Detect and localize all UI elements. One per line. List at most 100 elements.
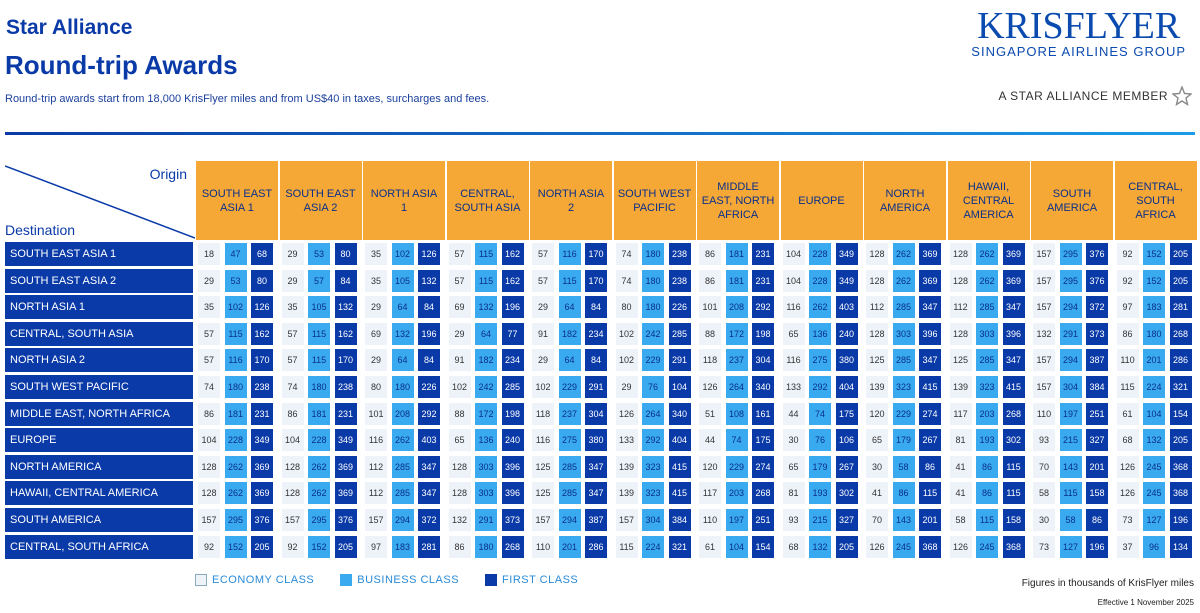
economy-miles-cell: 69 — [448, 296, 471, 319]
first-miles-cell: 86 — [1086, 509, 1108, 531]
economy-miles-cell: 102 — [615, 322, 638, 345]
economy-miles-cell: 92 — [281, 535, 304, 558]
economy-miles-cell: 102 — [448, 376, 471, 398]
business-miles-cell: 86 — [976, 455, 998, 478]
first-miles-cell: 154 — [1169, 402, 1192, 425]
first-miles-cell: 387 — [1086, 349, 1108, 372]
first-miles-cell: 281 — [418, 535, 440, 558]
first-miles-cell: 238 — [251, 376, 273, 398]
business-miles-cell: 104 — [725, 535, 748, 558]
economy-miles-cell: 116 — [782, 296, 805, 319]
first-miles-cell: 162 — [501, 243, 524, 265]
economy-miles-cell: 157 — [1033, 243, 1055, 265]
first-miles-cell: 201 — [1086, 455, 1108, 478]
economy-miles-cell: 139 — [615, 455, 638, 478]
first-miles-cell: 376 — [334, 509, 357, 531]
business-miles-cell: 180 — [224, 376, 247, 398]
first-miles-cell: 84 — [334, 269, 357, 292]
business-miles-cell: 172 — [725, 322, 748, 345]
business-miles-cell: 303 — [892, 322, 915, 345]
units-note: Figures in thousands of KrisFlyer miles — [1021, 578, 1194, 589]
business-miles-cell: 245 — [1143, 455, 1165, 478]
first-miles-cell: 274 — [919, 402, 941, 425]
economy-miles-cell: 92 — [1116, 269, 1139, 292]
business-miles-cell: 228 — [308, 429, 330, 452]
first-miles-cell: 268 — [1169, 322, 1192, 345]
first-miles-cell: 340 — [668, 402, 691, 425]
economy-miles-cell: 74 — [615, 243, 638, 265]
first-miles-cell: 268 — [501, 535, 524, 558]
economy-miles-cell: 86 — [198, 402, 220, 425]
alliance-text: A STAR ALLIANCE MEMBER — [998, 89, 1168, 103]
business-miles-cell: 224 — [1143, 376, 1165, 398]
krisflyer-logo: KRISFLYER SINGAPORE AIRLINES GROUP — [971, 6, 1186, 59]
economy-miles-cell: 58 — [949, 509, 972, 531]
first-miles-cell: 369 — [334, 455, 357, 478]
business-miles-cell: 285 — [391, 482, 414, 505]
economy-miles-cell: 29 — [365, 349, 387, 372]
economy-miles-cell: 115 — [615, 535, 638, 558]
destination-row-label: NORTH ASIA 1 — [5, 295, 193, 320]
business-miles-cell: 201 — [558, 535, 581, 558]
first-swatch — [485, 574, 498, 586]
economy-miles-cell: 35 — [281, 296, 304, 319]
economy-miles-cell: 65 — [782, 455, 805, 478]
first-miles-cell: 240 — [501, 429, 524, 452]
business-miles-cell: 285 — [892, 296, 915, 319]
economy-miles-cell: 110 — [1033, 402, 1055, 425]
first-miles-cell: 196 — [1169, 509, 1192, 531]
economy-miles-cell: 68 — [1116, 429, 1139, 452]
first-miles-cell: 369 — [251, 455, 273, 478]
business-miles-cell: 86 — [892, 482, 915, 505]
economy-miles-cell: 30 — [866, 455, 888, 478]
business-miles-cell: 152 — [1143, 243, 1165, 265]
economy-miles-cell: 128 — [949, 322, 972, 345]
economy-miles-cell: 29 — [281, 269, 304, 292]
economy-miles-cell: 126 — [949, 535, 972, 558]
destination-row-label: SOUTH EAST ASIA 2 — [5, 268, 193, 293]
legend-business-label: BUSINESS CLASS — [357, 574, 460, 586]
first-miles-cell: 162 — [251, 322, 273, 345]
first-miles-cell: 267 — [835, 455, 858, 478]
economy-miles-cell: 29 — [532, 349, 554, 372]
business-miles-cell: 132 — [1143, 429, 1165, 452]
business-miles-cell: 104 — [1143, 402, 1165, 425]
destination-row-label: CENTRAL, SOUTH ASIA — [5, 321, 193, 346]
first-miles-cell: 68 — [251, 243, 273, 265]
first-miles-cell: 380 — [585, 429, 607, 452]
business-miles-cell: 179 — [892, 429, 915, 452]
first-miles-cell: 415 — [668, 482, 691, 505]
first-miles-cell: 251 — [1086, 402, 1108, 425]
business-miles-cell: 304 — [1059, 376, 1082, 398]
economy-miles-cell: 128 — [448, 482, 471, 505]
first-miles-cell: 115 — [919, 482, 941, 505]
business-miles-cell: 182 — [558, 322, 581, 345]
first-miles-cell: 84 — [418, 296, 440, 319]
business-miles-cell: 208 — [391, 402, 414, 425]
business-miles-cell: 264 — [642, 402, 664, 425]
first-miles-cell: 396 — [501, 455, 524, 478]
business-miles-cell: 242 — [475, 376, 497, 398]
first-miles-cell: 170 — [251, 349, 273, 372]
business-miles-cell: 295 — [1059, 269, 1082, 292]
economy-miles-cell: 92 — [198, 535, 220, 558]
business-miles-cell: 323 — [642, 455, 664, 478]
first-miles-cell: 415 — [919, 376, 941, 398]
economy-miles-cell: 70 — [866, 509, 888, 531]
economy-miles-cell: 104 — [782, 243, 805, 265]
business-miles-cell: 197 — [1059, 402, 1082, 425]
business-miles-cell: 181 — [725, 269, 748, 292]
business-miles-cell: 115 — [308, 349, 330, 372]
business-miles-cell: 292 — [642, 429, 664, 452]
first-miles-cell: 285 — [668, 322, 691, 345]
first-miles-cell: 77 — [501, 322, 524, 345]
business-miles-cell: 285 — [892, 349, 915, 372]
first-miles-cell: 196 — [1086, 535, 1108, 558]
economy-miles-cell: 139 — [949, 376, 972, 398]
economy-miles-cell: 70 — [1033, 455, 1055, 478]
economy-miles-cell: 74 — [615, 269, 638, 292]
economy-miles-cell: 125 — [532, 455, 554, 478]
economy-miles-cell: 128 — [866, 269, 888, 292]
business-miles-cell: 285 — [558, 455, 581, 478]
legend-first-label: FIRST CLASS — [502, 574, 579, 586]
